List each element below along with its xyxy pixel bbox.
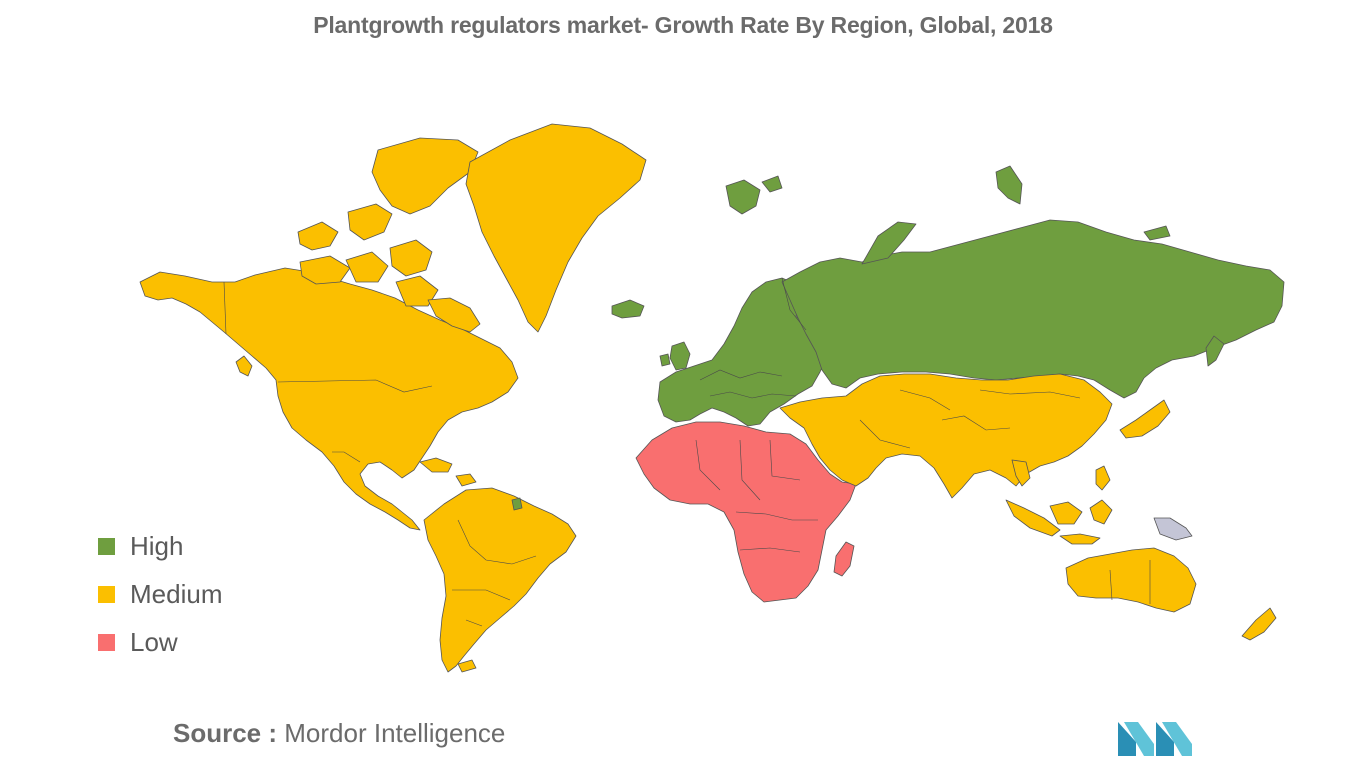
mordor-intelligence-logo-icon (1118, 722, 1192, 756)
source-note: Source : Mordor Intelligence (173, 718, 505, 749)
region-asia-pacific (779, 373, 1277, 641)
greenland (465, 123, 647, 333)
region-north-america (139, 137, 519, 531)
legend-label-low: Low (130, 626, 178, 657)
region-europe (657, 175, 829, 427)
iceland (611, 299, 645, 319)
legend-label-high: High (130, 530, 184, 561)
legend-swatch-medium (98, 585, 115, 603)
region-russia (781, 165, 1285, 399)
region-africa (635, 421, 857, 603)
region-south-america (423, 487, 577, 673)
source-key: Source : (173, 718, 278, 748)
legend: High Medium Low (98, 522, 222, 666)
french-guiana (511, 497, 523, 511)
legend-item-medium: Medium (98, 570, 222, 618)
chart-title: Plantgrowth regulators market- Growth Ra… (313, 12, 1053, 38)
legend-item-low: Low (98, 618, 222, 666)
legend-swatch-high (98, 537, 115, 555)
legend-item-high: High (98, 522, 222, 570)
country-borders (223, 277, 1151, 627)
papua-new-guinea (1153, 517, 1193, 541)
legend-label-medium: Medium (130, 578, 223, 609)
legend-swatch-low (98, 633, 115, 651)
source-value: Mordor Intelligence (284, 718, 506, 748)
